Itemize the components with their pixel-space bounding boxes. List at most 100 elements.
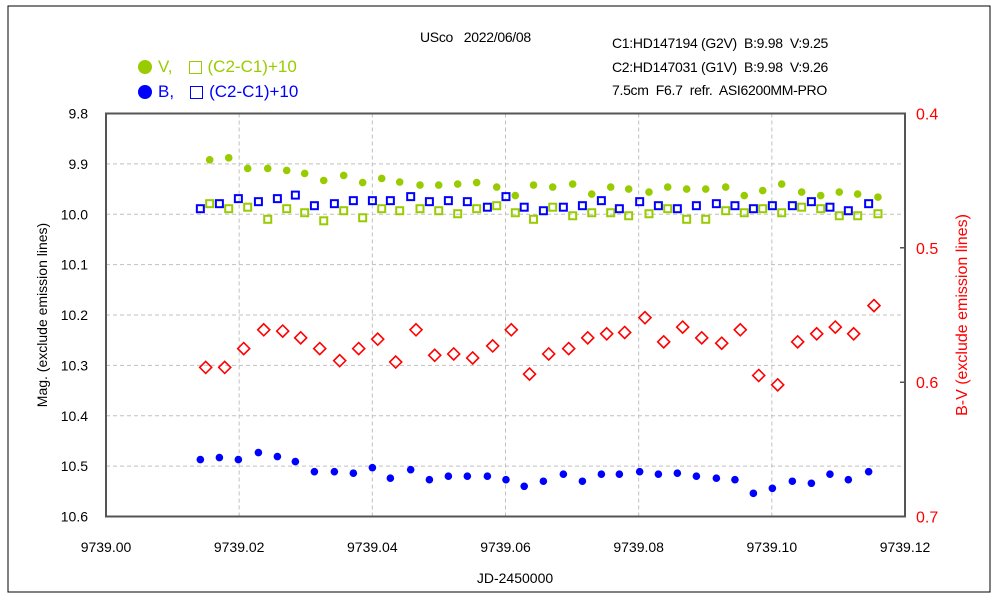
- data-point-b-v: [312, 341, 327, 356]
- object-date-label: USco 2022/06/08: [420, 29, 531, 45]
- y-tick-label: 10.3: [61, 357, 88, 373]
- y-tick-label: 9.8: [69, 106, 89, 122]
- data-point-v-c2-c1-10: [624, 211, 634, 221]
- y2-axis-label: B-V (exclude emission lines): [954, 214, 971, 416]
- equipment-label: 7.5cm F6.7 refr. ASI6200MM-PRO: [612, 82, 827, 98]
- data-point-v: [777, 180, 786, 188]
- data-point-b: [349, 469, 358, 477]
- data-point-v: [300, 169, 309, 178]
- data-point-v: [529, 181, 538, 189]
- data-point-b-c2-c1-10: [233, 194, 243, 204]
- y-tick-label: 9.9: [69, 156, 89, 172]
- data-point-v-c2-c1-10: [682, 214, 692, 224]
- data-point-v-c2-c1-10: [816, 204, 826, 214]
- data-point-b-v: [541, 346, 556, 362]
- data-point-v: [434, 181, 443, 189]
- outer-frame: [7, 5, 991, 593]
- data-point-b-v: [217, 360, 232, 375]
- data-point-b: [254, 448, 263, 457]
- data-point-v: [224, 154, 233, 162]
- data-point-b-c2-c1-10: [462, 197, 472, 207]
- data-point-b: [597, 470, 606, 478]
- data-point-b: [310, 467, 319, 476]
- data-point-v: [339, 171, 348, 180]
- data-point-b-c2-c1-10: [558, 202, 568, 212]
- data-point-v: [816, 191, 825, 200]
- data-point-b-v: [198, 360, 213, 375]
- data-point-v: [492, 183, 501, 191]
- data-point-v-c2-c1-10: [548, 202, 558, 212]
- green-dot-icon: [138, 60, 152, 74]
- data-point-b-v: [293, 330, 308, 345]
- data-point-v-c2-c1-10: [529, 214, 539, 224]
- data-point-b-c2-c1-10: [711, 199, 721, 209]
- x-tick-label: 9739.10: [747, 539, 798, 555]
- data-point-v-c2-c1-10: [263, 214, 273, 224]
- legend-b-check-label: (C2-C1)+10: [209, 82, 299, 101]
- data-point-v-c2-c1-10: [758, 204, 768, 214]
- data-point-b-c2-c1-10: [406, 192, 416, 202]
- data-point-v: [606, 183, 615, 191]
- data-point-v-c2-c1-10: [644, 209, 654, 219]
- data-point-v: [682, 185, 691, 193]
- data-point-v-c2-c1-10: [282, 204, 292, 214]
- data-point-b-c2-c1-10: [214, 199, 224, 209]
- data-point-b-v: [236, 341, 251, 356]
- data-point-b-v: [846, 326, 861, 341]
- data-point-b: [234, 455, 243, 464]
- data-point-b: [635, 467, 644, 476]
- data-point-b-c2-c1-10: [730, 201, 740, 211]
- data-point-b: [215, 453, 224, 462]
- data-point-b-v: [599, 326, 614, 341]
- data-point-b-v: [637, 310, 653, 325]
- data-point-b: [502, 475, 510, 484]
- data-point-b-c2-c1-10: [443, 196, 453, 206]
- data-point-v-c2-c1-10: [472, 204, 482, 214]
- legend-b: B, (C2-C1)+10: [138, 82, 298, 102]
- legend-v-label: V,: [158, 57, 173, 76]
- y-tick-label: 10.4: [61, 408, 88, 424]
- data-point-v-c2-c1-10: [606, 208, 616, 218]
- data-point-b: [463, 472, 472, 481]
- data-point-v-c2-c1-10: [395, 206, 405, 216]
- plot-area: [105, 112, 906, 518]
- data-point-b: [291, 457, 300, 466]
- data-point-b-c2-c1-10: [329, 199, 339, 209]
- data-point-b: [386, 474, 395, 483]
- data-point-b: [196, 455, 205, 464]
- data-point-b-c2-c1-10: [424, 197, 434, 207]
- x-tick-label: 9739.04: [347, 539, 398, 555]
- data-point-v: [645, 188, 653, 196]
- data-point-v-c2-c1-10: [568, 211, 578, 221]
- data-point-b-v: [675, 319, 690, 335]
- data-point-v: [624, 185, 633, 193]
- data-point-b-v: [465, 350, 480, 366]
- data-point-v-c2-c1-10: [358, 213, 368, 223]
- data-point-v-c2-c1-10: [587, 208, 597, 218]
- data-point-b-v: [828, 319, 843, 335]
- data-point-b-v: [504, 322, 519, 337]
- data-point-b-v: [694, 330, 709, 345]
- y-tick-label: 10.2: [61, 307, 88, 323]
- data-point-b-v: [733, 322, 748, 337]
- data-point-b: [731, 475, 739, 484]
- data-point-b-v: [751, 368, 766, 383]
- data-point-b-v: [351, 341, 366, 356]
- data-point-b-c2-c1-10: [482, 202, 492, 212]
- data-point-b-c2-c1-10: [672, 204, 682, 214]
- data-point-v-c2-c1-10: [415, 204, 425, 214]
- y-axis-label: Mag. (exclude emission lines): [34, 223, 50, 407]
- data-point-v: [395, 178, 404, 186]
- data-point-v-c2-c1-10: [663, 204, 673, 214]
- data-point-v-c2-c1-10: [339, 206, 349, 216]
- data-point-v: [721, 183, 730, 191]
- blue-square-icon: [190, 85, 204, 99]
- data-point-b-c2-c1-10: [767, 201, 777, 211]
- data-point-b-c2-c1-10: [653, 201, 663, 211]
- data-point-b: [273, 452, 282, 461]
- data-point-v-c2-c1-10: [853, 211, 863, 221]
- data-point-b: [406, 465, 415, 474]
- data-point-v-c2-c1-10: [492, 201, 502, 211]
- data-point-b-c2-c1-10: [825, 202, 835, 212]
